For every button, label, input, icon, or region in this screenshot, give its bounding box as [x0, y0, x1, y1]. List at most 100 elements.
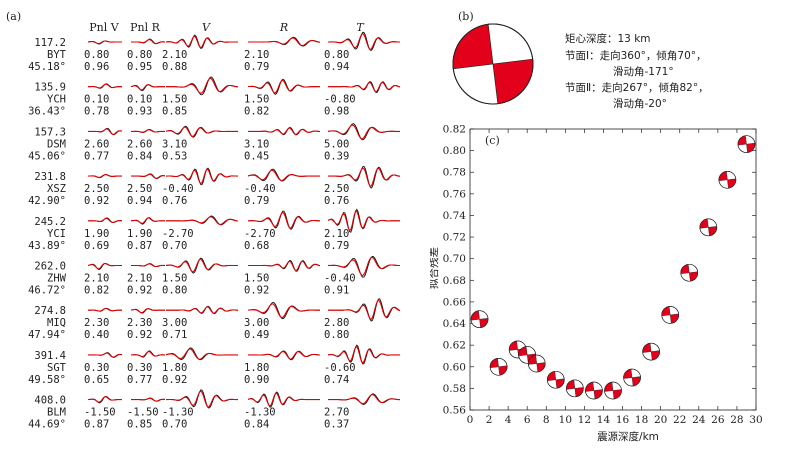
synthetic-waveform — [248, 351, 321, 360]
time-shift: -1.50 — [127, 407, 159, 419]
synthetic-waveform — [88, 307, 122, 312]
station-distance: 157.3 — [34, 126, 66, 138]
station-distance: 274.8 — [34, 305, 66, 317]
time-shift: 0.10 — [127, 94, 152, 106]
plot-frame — [469, 128, 757, 411]
correlation-coefficient: 0.45 — [244, 150, 269, 162]
data-point-beachball — [680, 263, 699, 282]
synthetic-waveform — [328, 32, 400, 51]
time-shift: 0.80 — [84, 49, 109, 61]
panel-b-label: (b) — [458, 10, 474, 23]
synthetic-waveform — [327, 346, 400, 364]
synthetic-waveform — [88, 174, 122, 178]
centroid-depth-text: 矩心深度：13 km — [565, 32, 651, 45]
correlation-coefficient: 0.87 — [127, 240, 152, 252]
y-tick-label: 0.62 — [443, 340, 466, 352]
station-name: BLM — [47, 407, 66, 419]
synthetic-waveform — [247, 392, 320, 407]
correlation-coefficient: 0.74 — [324, 374, 349, 386]
time-shift: 5.00 — [324, 138, 349, 150]
station-name: ZHW — [47, 273, 67, 285]
synthetic-waveform — [328, 394, 401, 405]
station-row: 262.0ZHW46.72°2.100.822.100.921.500.801.… — [28, 255, 400, 297]
correlation-coefficient: 0.85 — [162, 106, 187, 118]
data-point-beachball — [566, 379, 584, 398]
station-azimuth: 45.18° — [28, 61, 66, 73]
time-shift: 2.50 — [84, 183, 109, 195]
correlation-coefficient: 0.88 — [162, 61, 187, 73]
synthetic-waveform — [327, 210, 400, 232]
time-shift: 2.70 — [324, 407, 349, 419]
correlation-coefficient: 0.80 — [324, 329, 349, 341]
station-name: BYT — [47, 49, 67, 61]
correlation-coefficient: 0.70 — [162, 419, 187, 431]
correlation-coefficient: 0.53 — [162, 150, 187, 162]
correlation-coefficient: 0.92 — [244, 285, 269, 297]
synthetic-waveform — [131, 173, 165, 179]
correlation-coefficient: 0.84 — [127, 150, 152, 162]
correlation-coefficient: 0.69 — [84, 240, 109, 252]
time-shift: 2.50 — [324, 183, 349, 195]
y-tick-label: 0.58 — [443, 383, 466, 395]
synthetic-waveform — [248, 211, 320, 229]
station-azimuth: 44.69° — [28, 419, 66, 431]
time-shift: 1.50 — [244, 94, 269, 106]
correlation-coefficient: 0.78 — [84, 106, 109, 118]
time-shift: -0.60 — [324, 362, 356, 374]
data-point-beachball — [699, 218, 718, 237]
time-shift: 0.80 — [127, 49, 152, 61]
synthetic-waveform — [87, 262, 122, 270]
y-tick-label: 0.56 — [443, 405, 467, 417]
correlation-coefficient: 0.82 — [244, 106, 269, 118]
synthetic-waveform — [166, 216, 239, 225]
time-shift: 2.50 — [127, 183, 152, 195]
synthetic-waveform — [88, 83, 122, 89]
time-shift: 2.60 — [84, 138, 109, 150]
time-shift: 2.10 — [127, 273, 152, 285]
synthetic-waveform — [247, 303, 320, 319]
time-shift: 2.30 — [127, 317, 152, 329]
synthetic-waveform — [328, 81, 401, 93]
time-shift: 3.10 — [244, 138, 269, 150]
time-shift: 2.60 — [127, 138, 152, 150]
correlation-coefficient: 0.80 — [162, 285, 187, 297]
station-name: YCI — [47, 228, 66, 240]
correlation-coefficient: 0.79 — [244, 195, 269, 207]
correlation-coefficient: 0.90 — [244, 374, 269, 386]
correlation-coefficient: 0.93 — [127, 106, 152, 118]
station-row: 135.9YCH36.43°0.100.780.100.931.500.851.… — [28, 76, 401, 118]
synthetic-waveform — [131, 129, 165, 133]
station-azimuth: 47.94° — [28, 329, 66, 341]
station-name: MIQ — [47, 317, 66, 329]
station-distance: 231.8 — [34, 171, 66, 183]
synthetic-waveform — [165, 35, 238, 49]
synthetic-waveform — [165, 348, 238, 360]
correlation-coefficient: 0.95 — [127, 61, 152, 73]
data-point-beachball — [470, 310, 489, 329]
time-shift: 0.10 — [84, 94, 109, 106]
x-tick-label: 10 — [559, 414, 572, 426]
synthetic-waveform — [166, 306, 239, 314]
correlation-coefficient: 0.77 — [84, 150, 109, 162]
station-row: 274.8MIQ47.94°2.300.402.300.923.000.713.… — [28, 298, 401, 341]
correlation-coefficient: 0.92 — [162, 374, 187, 386]
column-header: R — [279, 21, 288, 34]
time-shift: 1.50 — [244, 273, 269, 285]
station-row: 231.8XSZ42.90°2.500.922.500.94-0.400.76-… — [28, 165, 401, 207]
synthetic-waveform — [248, 260, 321, 272]
correlation-coefficient: 0.76 — [324, 195, 349, 207]
time-shift: -1.30 — [244, 407, 276, 419]
column-header: T — [356, 21, 365, 34]
station-row: 391.4SGT49.58°0.300.650.300.771.800.921.… — [28, 344, 400, 386]
data-point-beachball — [527, 354, 546, 373]
data-point-beachball — [623, 368, 641, 387]
station-azimuth: 43.89° — [28, 240, 66, 252]
correlation-coefficient: 0.92 — [84, 195, 109, 207]
data-point-beachball — [604, 381, 622, 400]
synthetic-waveform — [165, 126, 238, 138]
correlation-coefficient: 0.71 — [162, 329, 187, 341]
y-tick-label: 0.70 — [443, 253, 466, 265]
time-shift: -0.40 — [324, 273, 356, 285]
y-tick-label: 0.72 — [443, 232, 466, 244]
y-tick-label: 0.78 — [443, 167, 466, 179]
